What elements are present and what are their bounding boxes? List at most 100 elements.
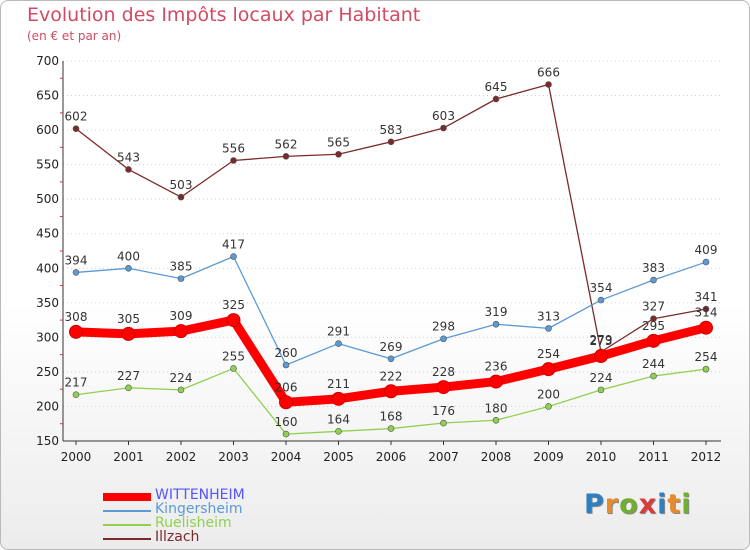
data-label-illzach: 583 [380, 123, 403, 137]
data-label-illzach: 562 [275, 137, 298, 151]
data-label-wittenheim: 314 [695, 306, 718, 320]
data-label-ruelisheim: 224 [590, 371, 613, 385]
logo-letter: i [681, 489, 692, 520]
x-tick-label: 2011 [638, 450, 669, 464]
data-point-ruelisheim [492, 416, 500, 424]
data-point-illzach [72, 125, 80, 133]
data-point-ruelisheim [597, 386, 605, 394]
data-label-ruelisheim: 176 [432, 404, 455, 418]
data-label-illzach: 645 [485, 80, 508, 94]
y-tick-label: 400 [36, 261, 59, 275]
data-label-ruelisheim: 244 [642, 357, 665, 371]
data-point-ruelisheim [177, 386, 185, 394]
y-tick-label: 200 [36, 399, 59, 413]
data-label-illzach: 543 [117, 150, 140, 164]
data-point-illzach [335, 150, 342, 158]
x-tick-label: 2008 [481, 450, 512, 464]
data-label-kingersheim: 383 [642, 261, 665, 275]
y-tick-label: 300 [36, 330, 59, 344]
data-point-wittenheim [594, 349, 608, 364]
data-label-illzach: 603 [432, 109, 455, 123]
data-point-illzach [230, 157, 237, 164]
logo-letter: P [584, 489, 605, 520]
data-label-illzach: 556 [222, 141, 245, 155]
data-label-ruelisheim: 254 [695, 350, 718, 364]
data-point-wittenheim [699, 320, 713, 335]
legend-label-ruelisheim: Ruelisheim [155, 515, 232, 531]
legend-item-wittenheim: WITTENHEIM [103, 487, 303, 504]
data-label-wittenheim: 305 [117, 312, 140, 326]
data-label-kingersheim: 291 [327, 325, 350, 339]
data-label-illzach: 341 [695, 290, 718, 304]
data-label-wittenheim: 211 [327, 377, 350, 391]
x-tick-label: 2006 [376, 450, 407, 464]
data-point-illzach [650, 315, 657, 323]
data-point-illzach [440, 124, 447, 132]
data-point-illzach [702, 305, 710, 313]
y-tick-label: 150 [36, 434, 59, 448]
data-point-ruelisheim [72, 391, 80, 399]
data-label-ruelisheim: 168 [380, 410, 403, 424]
legend-item-ruelisheim: Ruelisheim [103, 515, 303, 532]
data-label-ruelisheim: 160 [275, 415, 298, 429]
data-point-wittenheim [226, 313, 241, 328]
data-label-kingersheim: 354 [590, 281, 613, 295]
x-tick-label: 2007 [428, 450, 459, 464]
data-label-kingersheim: 400 [117, 249, 140, 263]
data-point-illzach [387, 138, 395, 146]
data-point-kingersheim [702, 258, 710, 266]
data-label-wittenheim: 273 [590, 334, 613, 348]
data-label-wittenheim: 206 [275, 380, 298, 394]
data-label-kingersheim: 394 [65, 253, 88, 267]
data-point-kingersheim [72, 269, 80, 276]
x-tick-label: 2010 [586, 450, 617, 464]
data-label-ruelisheim: 180 [485, 401, 508, 415]
x-tick-label: 2004 [271, 450, 302, 464]
data-label-kingersheim: 385 [170, 260, 193, 274]
data-point-wittenheim [646, 333, 661, 348]
legend-label-wittenheim: WITTENHEIM [155, 487, 245, 503]
data-point-kingersheim [335, 340, 342, 347]
legend-swatch-illzach [103, 538, 151, 540]
logo-letter: i [657, 489, 668, 520]
y-tick-label: 250 [36, 365, 59, 379]
x-tick-label: 2002 [166, 450, 197, 464]
data-point-illzach [492, 95, 500, 103]
x-tick-label: 2001 [113, 450, 144, 464]
legend-label-kingersheim: Kingersheim [155, 501, 243, 517]
data-label-illzach: 602 [65, 110, 88, 124]
y-tick-label: 700 [36, 54, 59, 68]
data-label-illzach: 327 [642, 300, 665, 314]
legend-label-illzach: Illzach [155, 529, 200, 545]
logo-letter: x [638, 489, 658, 520]
data-label-kingersheim: 313 [537, 309, 560, 323]
data-point-ruelisheim [545, 403, 552, 410]
data-point-kingersheim [125, 264, 132, 272]
proxiti-logo: Proxiti [584, 489, 692, 520]
data-point-ruelisheim [440, 419, 447, 427]
data-point-wittenheim [489, 374, 503, 389]
legend-item-illzach: Illzach [103, 529, 303, 546]
data-label-illzach: 503 [170, 178, 193, 192]
data-point-illzach [177, 193, 185, 201]
data-point-kingersheim [230, 253, 237, 260]
data-point-wittenheim [541, 362, 556, 377]
data-point-kingersheim [650, 276, 657, 284]
data-label-kingersheim: 298 [432, 320, 455, 334]
data-label-illzach: 666 [537, 65, 560, 79]
data-point-kingersheim [387, 355, 395, 363]
y-tick-label: 550 [36, 158, 59, 172]
logo-letter: t [667, 489, 682, 520]
data-point-wittenheim [436, 380, 451, 395]
data-label-wittenheim: 295 [642, 319, 665, 333]
data-point-ruelisheim [335, 428, 342, 435]
data-point-ruelisheim [282, 430, 290, 438]
x-tick-label: 2003 [218, 450, 249, 464]
logo-letter: o [619, 489, 639, 520]
x-tick-label: 2012 [691, 450, 722, 464]
data-label-ruelisheim: 227 [117, 369, 140, 383]
data-point-kingersheim [282, 361, 290, 369]
data-point-ruelisheim [230, 365, 237, 372]
data-point-wittenheim [174, 324, 188, 339]
